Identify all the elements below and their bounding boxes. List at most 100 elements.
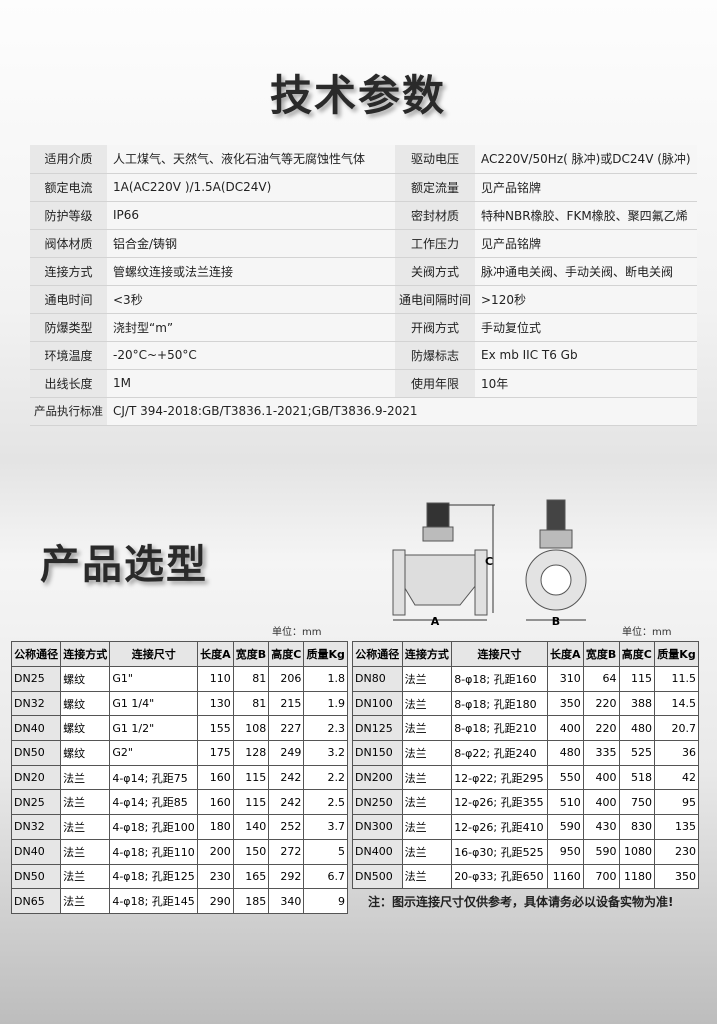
- table-cell: DN40: [10, 838, 62, 865]
- table-cell: 165: [232, 863, 270, 890]
- table-cell: DN200: [352, 764, 403, 791]
- table-cell: G2": [109, 740, 199, 766]
- table-cell: 法兰: [401, 764, 453, 791]
- table-cell: 螺纹: [60, 740, 111, 766]
- dim-label-a: A: [431, 615, 440, 628]
- spec-label: 使用年限: [395, 369, 475, 398]
- table-cell: 180: [197, 814, 234, 840]
- table-cell: 340: [268, 888, 305, 914]
- table-cell: 185: [232, 888, 270, 914]
- spec-row: 防爆类型 浇封型“m” 开阀方式 手动复位式: [30, 313, 697, 342]
- table-cell: 200: [197, 838, 234, 865]
- table-cell: 5: [303, 838, 348, 865]
- spec-label: 通电时间: [30, 285, 107, 314]
- table-cell: 20.7: [654, 715, 699, 742]
- table-cell: 4-φ18; 孔距145: [109, 888, 199, 914]
- table-cell: 230: [197, 863, 234, 890]
- table-cell: DN40: [10, 715, 62, 742]
- table-cell: 292: [268, 863, 305, 890]
- table-cell: 法兰: [401, 789, 453, 816]
- table-cell: 140: [232, 814, 270, 840]
- table-cell: 249: [268, 740, 305, 766]
- table-cell: 12-φ22; 孔距295: [451, 764, 548, 791]
- table-cell: 64: [582, 666, 620, 692]
- table-cell: 法兰: [401, 838, 453, 865]
- spec-value: -20°C~+50°C: [107, 341, 395, 370]
- table-row: DN400 法兰 16-φ30; 孔距525 950 590 1080 230: [352, 838, 699, 865]
- table-cell: 法兰: [60, 888, 111, 914]
- spec-label: 额定电流: [30, 173, 107, 202]
- spec-label: 连接方式: [30, 257, 107, 286]
- spec-label: 防爆类型: [30, 313, 107, 342]
- column-header: 高度C: [268, 641, 305, 667]
- table-cell: 110: [197, 666, 234, 692]
- model-table-left: 公称通径 连接方式 连接尺寸 长度A 宽度B 高度C 质量Kg DN25 螺纹 G1" 110 81 2…: [10, 641, 348, 914]
- table-cell: 3.7: [303, 814, 348, 840]
- table-cell: 115: [618, 666, 656, 692]
- table-cell: 1080: [618, 838, 656, 865]
- table-cell: 42: [654, 764, 699, 791]
- table-row: DN25 螺纹 G1" 110 81 206 1.8: [10, 666, 348, 692]
- table-row: DN40 螺纹 G1 1/2" 155 108 227 2.3: [10, 715, 348, 742]
- table-cell: 242: [268, 789, 305, 816]
- spec-row: 通电时间 <3秒 通电间隔时间 >120秒: [30, 285, 697, 314]
- table-cell: DN32: [10, 690, 62, 717]
- table-cell: 3.2: [303, 740, 348, 766]
- table-cell: 230: [654, 838, 699, 865]
- table-cell: DN25: [10, 789, 62, 816]
- table-cell: 1180: [618, 863, 656, 890]
- table-cell: 400: [546, 715, 584, 742]
- table-cell: DN65: [10, 888, 62, 914]
- table-cell: 220: [582, 690, 620, 717]
- column-header: 连接方式: [60, 641, 111, 667]
- table-cell: 20-φ33; 孔距650: [451, 863, 548, 890]
- table-cell: 830: [618, 814, 656, 840]
- table-cell: 螺纹: [60, 715, 111, 742]
- spec-row: 连接方式 管螺纹连接或法兰连接 关阀方式 脉冲通电关阀、手动关阀、断电关阀: [30, 257, 697, 286]
- table-cell: 160: [197, 764, 234, 791]
- table-row: DN40 法兰 4-φ18; 孔距110 200 150 272 5: [10, 838, 348, 865]
- table-cell: 4-φ14; 孔距85: [109, 789, 199, 816]
- table-cell: DN20: [10, 764, 62, 791]
- unit-label-left: 单位：mm: [272, 627, 322, 638]
- spec-label: 关阀方式: [395, 257, 475, 286]
- column-header: 公称通径: [10, 641, 62, 667]
- table-cell: DN100: [352, 690, 403, 717]
- spec-value: 特种NBR橡胶、FKM橡胶、聚四氟乙烯: [475, 201, 697, 230]
- model-table-right: 公称通径 连接方式 连接尺寸 长度A 宽度B 高度C 质量Kg DN80 法兰 8-φ18; 孔距…: [352, 641, 699, 890]
- table-cell: 法兰: [60, 814, 111, 840]
- disclaimer-note: 注：图示连接尺寸仅供参考，具体请务必以设备实物为准!: [368, 895, 674, 909]
- table-cell: 220: [582, 715, 620, 742]
- table-row: DN150 法兰 8-φ22; 孔距240 480 335 525 36: [352, 740, 699, 766]
- table-cell: 16-φ30; 孔距525: [451, 838, 548, 865]
- table-cell: 128: [232, 740, 270, 766]
- table-cell: DN300: [352, 814, 403, 840]
- table-cell: 430: [582, 814, 620, 840]
- column-header: 长度A: [197, 641, 234, 667]
- spec-value: CJ/T 394-2018:GB/T3836.1-2021;GB/T3836.9…: [107, 397, 697, 426]
- table-row: DN80 法兰 8-φ18; 孔距160 310 64 115 11.5: [352, 666, 699, 692]
- spec-value: 10年: [475, 369, 697, 398]
- table-cell: 480: [546, 740, 584, 766]
- spec-value: IP66: [107, 201, 395, 230]
- table-cell: 400: [582, 789, 620, 816]
- table-cell: 1160: [546, 863, 584, 890]
- table-cell: 550: [546, 764, 584, 791]
- table-cell: 法兰: [60, 764, 111, 791]
- table-cell: G1 1/2": [109, 715, 199, 742]
- column-header: 质量Kg: [654, 641, 699, 667]
- table-row: DN65 法兰 4-φ18; 孔距145 290 185 340 9: [10, 888, 348, 914]
- table-cell: 350: [654, 863, 699, 890]
- table-cell: 法兰: [401, 715, 453, 742]
- table-cell: 6.7: [303, 863, 348, 890]
- table-cell: 4-φ14; 孔距75: [109, 764, 199, 791]
- table-cell: DN150: [352, 740, 403, 766]
- valve-dimension-drawing: A B C: [392, 499, 587, 628]
- table-cell: 227: [268, 715, 305, 742]
- spec-value: 浇封型“m”: [107, 313, 395, 342]
- spec-label: 出线长度: [30, 369, 107, 398]
- table-cell: 400: [582, 764, 620, 791]
- table-cell: 2.5: [303, 789, 348, 816]
- table-cell: 590: [546, 814, 584, 840]
- table-row: DN20 法兰 4-φ14; 孔距75 160 115 242 2.2: [10, 764, 348, 791]
